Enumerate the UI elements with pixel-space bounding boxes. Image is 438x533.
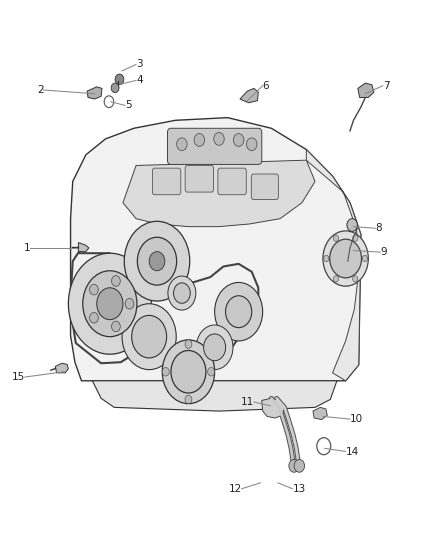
Circle shape xyxy=(122,304,176,369)
Circle shape xyxy=(353,235,358,241)
Circle shape xyxy=(90,284,98,295)
Text: 15: 15 xyxy=(11,372,25,382)
Circle shape xyxy=(68,253,151,354)
Circle shape xyxy=(97,288,123,320)
Circle shape xyxy=(324,255,329,262)
Circle shape xyxy=(226,296,252,328)
Polygon shape xyxy=(87,87,102,99)
Polygon shape xyxy=(262,398,285,418)
Circle shape xyxy=(333,276,339,282)
Circle shape xyxy=(83,271,137,337)
Circle shape xyxy=(177,138,187,151)
Circle shape xyxy=(347,219,357,231)
Circle shape xyxy=(167,348,209,398)
Polygon shape xyxy=(240,88,258,103)
Text: 2: 2 xyxy=(37,85,43,95)
Text: 12: 12 xyxy=(229,484,242,494)
Circle shape xyxy=(177,359,200,387)
Circle shape xyxy=(233,134,244,147)
Circle shape xyxy=(173,283,190,303)
Text: 5: 5 xyxy=(125,100,132,110)
Circle shape xyxy=(215,282,263,341)
Text: 9: 9 xyxy=(381,247,387,257)
FancyBboxPatch shape xyxy=(251,174,279,199)
Text: 6: 6 xyxy=(263,81,269,91)
Circle shape xyxy=(90,312,98,323)
Circle shape xyxy=(294,459,304,472)
Circle shape xyxy=(115,74,124,85)
Circle shape xyxy=(162,340,215,403)
Circle shape xyxy=(204,334,226,361)
Circle shape xyxy=(112,276,120,286)
Circle shape xyxy=(149,252,165,271)
Circle shape xyxy=(194,134,205,147)
Text: 7: 7 xyxy=(383,81,389,91)
Polygon shape xyxy=(71,118,361,381)
Text: 14: 14 xyxy=(346,447,359,456)
Circle shape xyxy=(125,298,134,309)
Circle shape xyxy=(247,138,257,151)
Circle shape xyxy=(196,325,233,369)
Circle shape xyxy=(168,276,196,310)
Circle shape xyxy=(111,83,119,93)
Circle shape xyxy=(185,395,192,403)
Circle shape xyxy=(138,237,177,285)
FancyBboxPatch shape xyxy=(152,168,181,195)
Circle shape xyxy=(289,459,299,472)
FancyBboxPatch shape xyxy=(185,165,214,192)
Text: 8: 8 xyxy=(375,223,382,233)
Circle shape xyxy=(323,231,368,286)
Circle shape xyxy=(162,368,169,376)
Polygon shape xyxy=(358,83,374,98)
Text: 11: 11 xyxy=(240,397,254,407)
FancyBboxPatch shape xyxy=(218,168,246,195)
Polygon shape xyxy=(78,243,89,252)
Text: 4: 4 xyxy=(136,76,143,85)
Circle shape xyxy=(330,239,361,278)
Circle shape xyxy=(185,340,192,349)
Text: 3: 3 xyxy=(136,60,143,69)
Circle shape xyxy=(124,221,190,301)
Polygon shape xyxy=(92,381,337,411)
FancyBboxPatch shape xyxy=(167,128,262,165)
Text: 13: 13 xyxy=(292,484,306,494)
Polygon shape xyxy=(123,160,315,227)
Circle shape xyxy=(171,351,206,393)
Polygon shape xyxy=(55,364,68,373)
Polygon shape xyxy=(313,407,327,419)
Circle shape xyxy=(112,321,120,332)
Circle shape xyxy=(353,276,358,282)
Text: 10: 10 xyxy=(350,414,363,424)
Circle shape xyxy=(333,235,339,241)
Circle shape xyxy=(214,133,224,146)
Text: 1: 1 xyxy=(24,243,30,253)
Circle shape xyxy=(132,316,166,358)
Polygon shape xyxy=(306,150,361,381)
Circle shape xyxy=(208,368,215,376)
Circle shape xyxy=(362,255,367,262)
